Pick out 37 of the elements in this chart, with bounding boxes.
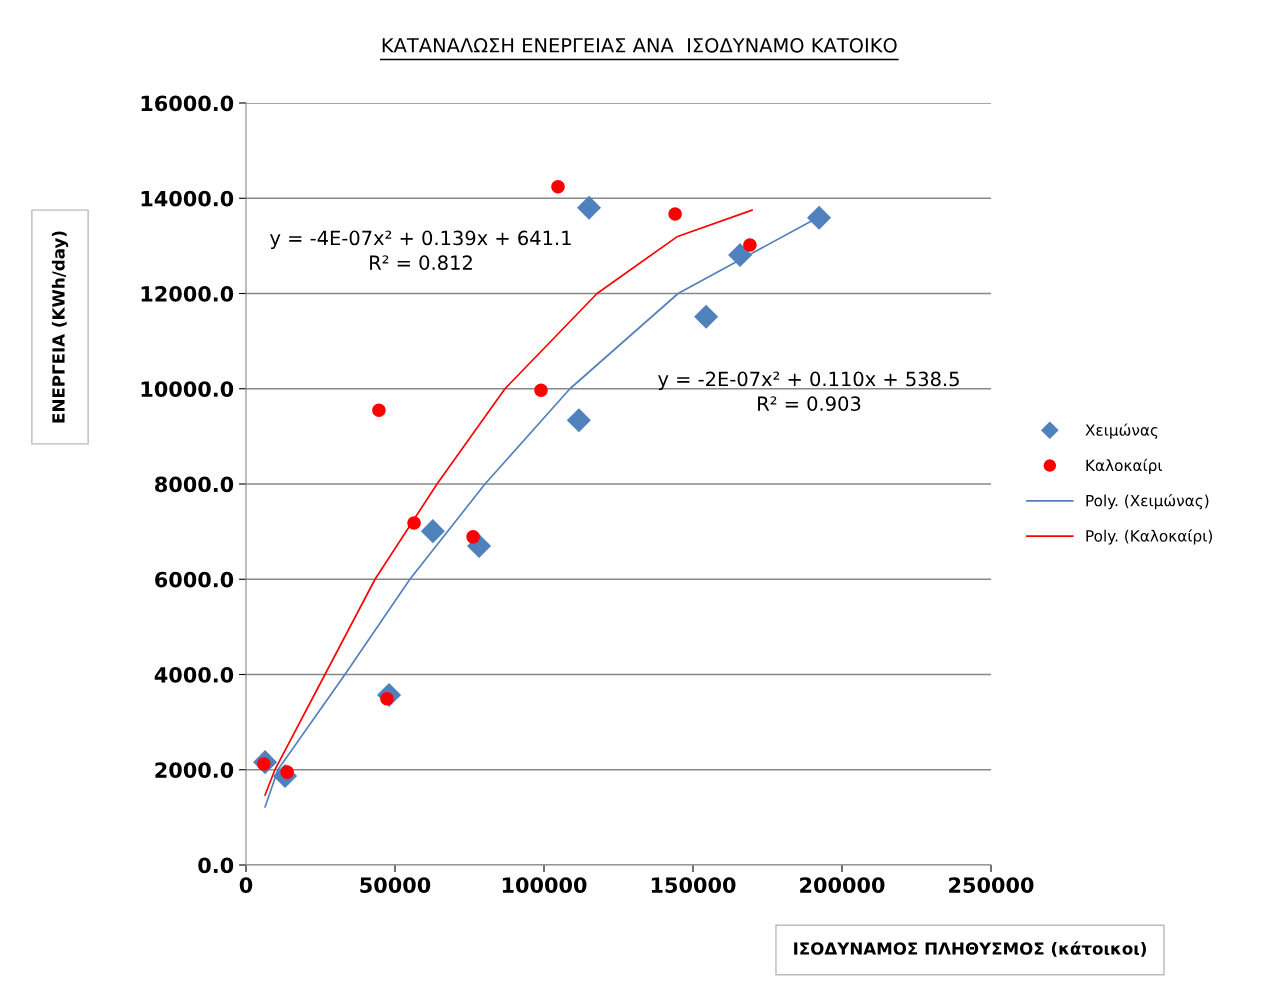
x-tick-label: 150000 bbox=[651, 877, 736, 893]
annotation: y = -2E-07x² + 0.110x + 538.5 R² = 0.903 bbox=[658, 371, 959, 412]
x-tick-label: 0 bbox=[239, 877, 253, 893]
y-tick-label: 6000.0 bbox=[155, 571, 234, 588]
legend-label: Χειμώνας bbox=[1085, 423, 1158, 439]
y-tick-label: 4000.0 bbox=[154, 666, 234, 683]
y-axis-title: ΕΝΕΡΓΕΙΑ (KWh/day) bbox=[51, 231, 69, 423]
point bbox=[551, 180, 565, 194]
y-tick-label: 16000.0 bbox=[141, 95, 234, 112]
point bbox=[534, 383, 548, 397]
point bbox=[743, 238, 757, 252]
legend-label: Poly. (Χειμώνας) bbox=[1086, 493, 1209, 510]
x-tick-label: 250000 bbox=[949, 877, 1034, 893]
legend-label: Poly. (Καλοκαίρι) bbox=[1086, 529, 1212, 545]
point bbox=[466, 530, 480, 544]
x-tick-label: 50000 bbox=[360, 877, 431, 893]
chart-title: ΚΑΤΑΝΑΛΩΣΗ ΕΝΕΡΓΕΙΑΣ ΑΝΑ ΙΣΟΔΥΝΑΜΟ ΚΑΤΟΙΚΟ bbox=[382, 37, 897, 53]
point bbox=[728, 242, 753, 267]
y-tick-label: 14000.0 bbox=[141, 190, 234, 207]
point bbox=[668, 207, 682, 221]
point bbox=[420, 519, 445, 544]
y-tick-label: 10000.0 bbox=[141, 381, 234, 397]
point bbox=[576, 195, 602, 220]
x-tick-label: 200000 bbox=[800, 877, 885, 893]
point bbox=[694, 304, 719, 329]
legend-label: Καλοκαίρι bbox=[1086, 458, 1163, 475]
y-tick-label: 0.0 bbox=[198, 857, 234, 874]
point bbox=[372, 403, 386, 417]
y-tick-label: 12000.0 bbox=[141, 285, 234, 302]
point bbox=[807, 205, 832, 230]
x-tick-label: 100000 bbox=[502, 877, 587, 893]
y-tick-label: 8000.0 bbox=[155, 476, 234, 493]
point bbox=[566, 408, 591, 433]
y-tick-label: 2000.0 bbox=[155, 762, 234, 778]
x-axis-title: ΙΣΟΔΥΝΑΜΟΣ ΠΛΗΘΥΣΜΟΣ (κάτοικοι) bbox=[794, 941, 1146, 957]
point bbox=[407, 516, 421, 530]
annotation: y = -4E-07x² + 0.139x + 641.1 R² = 0.812 bbox=[270, 230, 571, 271]
